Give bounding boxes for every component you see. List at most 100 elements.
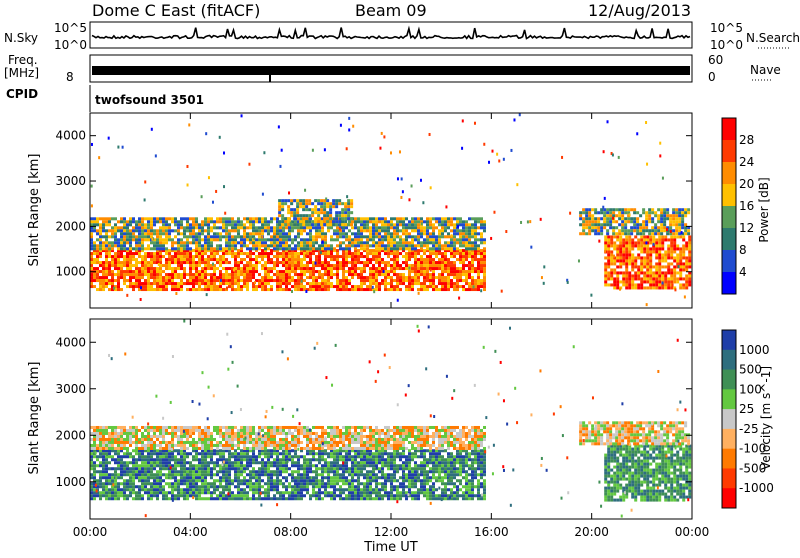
data-cell xyxy=(444,264,447,267)
data-cell xyxy=(327,452,330,455)
data-cell xyxy=(303,247,306,250)
data-cell xyxy=(453,282,456,285)
data-cell xyxy=(640,247,643,250)
data-cell xyxy=(342,276,345,279)
data-cell xyxy=(336,458,339,461)
data-cell xyxy=(621,217,624,220)
data-cell xyxy=(144,232,147,235)
data-cell xyxy=(195,473,198,476)
data-cell xyxy=(228,458,231,461)
data-cell xyxy=(135,229,138,232)
data-cell xyxy=(294,270,297,273)
data-cell xyxy=(105,247,108,250)
data-cell xyxy=(180,238,183,241)
scatter-cell xyxy=(312,149,314,152)
data-cell xyxy=(189,485,192,488)
data-cell xyxy=(132,258,135,261)
data-cell xyxy=(297,458,300,461)
data-cell xyxy=(390,241,393,244)
data-cell xyxy=(654,211,657,214)
data-cell xyxy=(345,285,348,288)
scatter-cell xyxy=(201,195,203,198)
data-cell xyxy=(195,470,198,473)
data-cell xyxy=(597,229,600,232)
data-cell xyxy=(281,202,284,205)
data-cell xyxy=(243,252,246,255)
data-cell xyxy=(204,455,207,458)
data-cell xyxy=(201,238,204,241)
data-cell xyxy=(351,276,354,279)
data-cell xyxy=(180,473,183,476)
data-cell xyxy=(225,485,228,488)
data-cell xyxy=(402,282,405,285)
data-cell xyxy=(420,247,423,250)
data-cell xyxy=(670,244,673,247)
data-cell xyxy=(640,268,643,271)
data-cell xyxy=(132,247,135,250)
data-cell xyxy=(660,220,663,223)
data-cell xyxy=(147,226,150,229)
data-cell xyxy=(153,255,156,258)
data-cell xyxy=(309,255,312,258)
data-cell xyxy=(607,256,610,259)
data-cell xyxy=(276,241,279,244)
data-cell xyxy=(123,494,126,497)
data-cell xyxy=(144,470,147,473)
data-cell xyxy=(279,494,282,497)
data-cell xyxy=(219,288,222,291)
data-cell xyxy=(207,455,210,458)
data-cell xyxy=(330,282,333,285)
data-cell xyxy=(165,482,168,485)
data-cell xyxy=(670,253,673,256)
data-cell xyxy=(330,452,333,455)
data-cell xyxy=(634,256,637,259)
data-cell xyxy=(102,217,105,220)
data-cell xyxy=(652,271,655,274)
data-cell xyxy=(327,226,330,229)
data-cell xyxy=(345,455,348,458)
data-cell xyxy=(165,226,168,229)
data-cell xyxy=(342,482,345,485)
data-cell xyxy=(186,229,189,232)
data-cell xyxy=(414,255,417,258)
data-cell xyxy=(243,270,246,273)
data-cell xyxy=(117,455,120,458)
data-cell xyxy=(162,247,165,250)
data-cell xyxy=(618,214,621,217)
data-cell xyxy=(336,473,339,476)
data-cell xyxy=(660,226,663,229)
data-cell xyxy=(231,285,234,288)
data-cell xyxy=(402,261,405,264)
data-cell xyxy=(288,282,291,285)
scatter-cell xyxy=(279,165,281,168)
data-cell xyxy=(375,223,378,226)
data-cell xyxy=(351,220,354,223)
data-cell xyxy=(168,258,171,261)
data-cell xyxy=(588,226,591,229)
data-cell xyxy=(435,226,438,229)
data-cell xyxy=(607,277,610,280)
data-cell xyxy=(297,258,300,261)
data-cell xyxy=(321,473,324,476)
scatter-cell xyxy=(598,240,600,243)
data-cell xyxy=(447,232,450,235)
data-cell xyxy=(303,458,306,461)
data-cell xyxy=(330,476,333,479)
scatter-cell xyxy=(253,237,255,240)
data-cell xyxy=(186,497,189,500)
data-cell xyxy=(681,214,684,217)
data-cell xyxy=(261,258,264,261)
data-cell xyxy=(354,273,357,276)
data-cell xyxy=(453,261,456,264)
data-cell xyxy=(643,277,646,280)
data-cell xyxy=(129,467,132,470)
data-cell xyxy=(231,491,234,494)
data-cell xyxy=(447,279,450,282)
data-cell xyxy=(210,467,213,470)
data-cell xyxy=(628,238,631,241)
data-cell xyxy=(607,235,610,238)
data-cell xyxy=(93,261,96,264)
data-cell xyxy=(126,470,129,473)
data-cell xyxy=(408,276,411,279)
data-cell xyxy=(294,235,297,238)
